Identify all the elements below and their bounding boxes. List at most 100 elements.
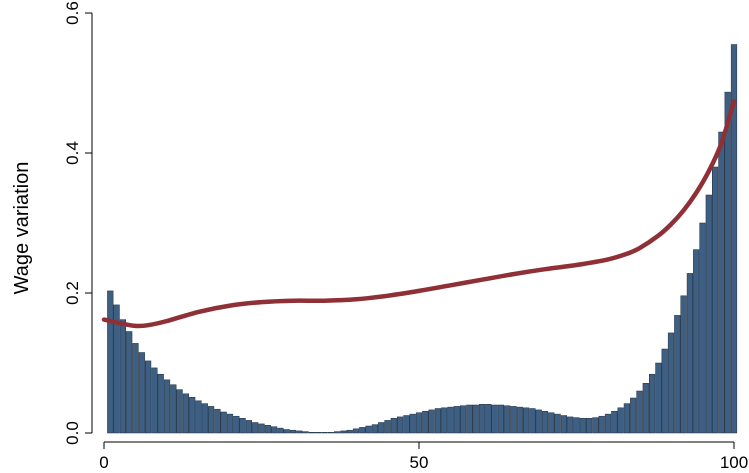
bar (586, 418, 593, 434)
bar (422, 411, 429, 434)
bar (655, 362, 662, 434)
bar (378, 422, 385, 434)
y-tick-label: 0.4 (63, 141, 82, 165)
bar (554, 413, 561, 434)
bar (674, 315, 681, 434)
bar (220, 411, 227, 434)
bar (548, 412, 555, 434)
bar (579, 418, 586, 434)
bar (321, 432, 328, 434)
bar (661, 348, 668, 434)
bar (126, 331, 133, 434)
y-axis: 0.0 0.2 0.4 0.6 (63, 1, 93, 445)
bar (296, 430, 303, 434)
bar (623, 403, 630, 434)
bar (630, 397, 637, 434)
bar (201, 403, 208, 434)
bar (529, 408, 536, 434)
bar (308, 432, 315, 434)
bar (510, 406, 517, 434)
bar (447, 406, 454, 434)
bar (239, 418, 246, 434)
bar (667, 332, 675, 434)
bar (649, 373, 656, 434)
bar (516, 406, 523, 434)
bar (680, 295, 687, 434)
bar (453, 406, 460, 434)
bar (145, 360, 152, 434)
bar (541, 411, 549, 434)
bar (497, 404, 504, 434)
bar (113, 304, 120, 434)
bar (182, 393, 190, 434)
bar (119, 319, 127, 434)
bar (604, 413, 612, 434)
bar (441, 407, 448, 434)
x-axis: 0 50 100 (99, 441, 748, 472)
bar (693, 249, 700, 434)
bar (346, 429, 353, 434)
bar (138, 352, 145, 434)
bar (592, 417, 599, 434)
bar (365, 425, 372, 434)
bar (409, 413, 416, 434)
bar (466, 404, 473, 434)
y-tick-label: 0.6 (63, 1, 82, 25)
x-tick-label: 50 (410, 453, 429, 472)
bar (245, 420, 253, 434)
bar (340, 430, 347, 434)
bar (730, 44, 738, 434)
y-ticks: 0.0 0.2 0.4 0.6 (63, 1, 92, 445)
bar-series (107, 44, 738, 434)
bar (226, 413, 234, 434)
bar (258, 423, 265, 434)
bar (434, 408, 441, 434)
bar (712, 166, 719, 434)
bar (277, 427, 284, 434)
bar (157, 373, 164, 434)
y-axis-title: Wage variation (11, 162, 33, 295)
y-tick-label: 0.0 (63, 421, 82, 445)
bar (560, 415, 567, 434)
bar (352, 428, 360, 434)
bar (132, 343, 139, 434)
bar (573, 417, 580, 434)
bar (327, 432, 334, 434)
bar (163, 379, 171, 434)
bar (567, 416, 574, 434)
bar (642, 383, 649, 434)
x-tick-label: 100 (720, 453, 748, 472)
bar (636, 390, 643, 434)
bar (397, 416, 404, 434)
bar (359, 427, 366, 434)
bar (390, 418, 397, 434)
bar (384, 420, 391, 434)
bar (283, 429, 290, 434)
bar (233, 415, 240, 434)
bar (151, 367, 158, 434)
bar (334, 431, 341, 434)
bar (252, 422, 259, 434)
x-tick-label: 0 (99, 453, 108, 472)
bar (491, 404, 498, 434)
bar (523, 407, 530, 434)
bar (415, 412, 423, 434)
bar (189, 397, 196, 434)
bar (460, 405, 467, 434)
y-tick-label: 0.2 (63, 281, 82, 305)
bar (598, 415, 605, 434)
bar (371, 424, 378, 434)
bar (699, 222, 706, 434)
bar (472, 404, 479, 434)
bar (617, 407, 624, 434)
bar (302, 431, 309, 434)
bar (485, 404, 492, 434)
x-ticks: 0 50 100 (99, 442, 748, 472)
bar (686, 273, 693, 434)
bar (195, 400, 202, 434)
bar (403, 415, 410, 434)
bar (724, 91, 731, 434)
bar (107, 290, 114, 434)
bar (428, 409, 435, 434)
